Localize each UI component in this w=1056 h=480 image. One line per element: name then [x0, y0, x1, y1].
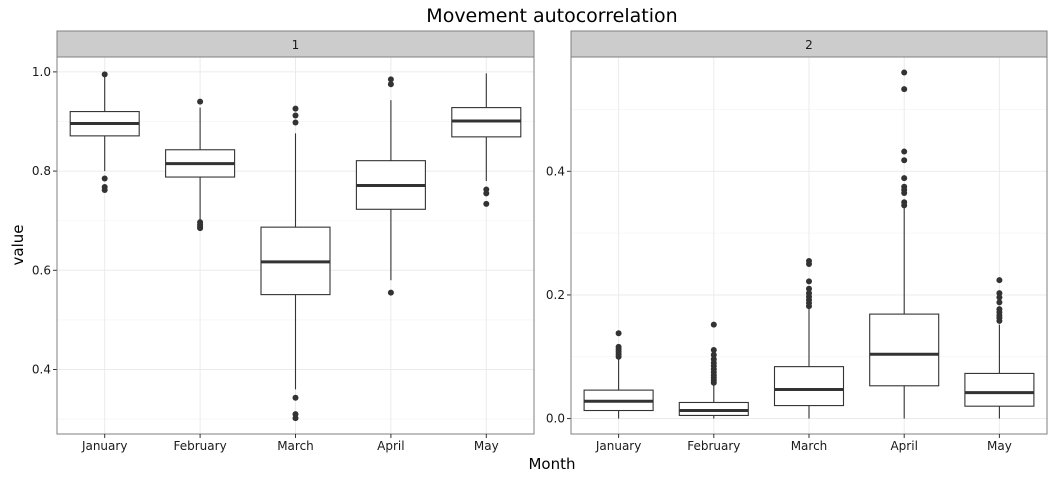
x-axis-title: Month: [528, 455, 575, 473]
x-tick-label: May: [987, 439, 1012, 453]
x-tick-label: March: [791, 439, 828, 453]
x-tick-label: February: [174, 439, 227, 453]
outlier-point: [710, 321, 717, 328]
y-tick-label: 0.8: [32, 164, 51, 178]
panel-1: 0.4 0.6 0.8 1.0 1 January February March April Ma…: [32, 30, 535, 453]
outlier-point: [901, 86, 908, 93]
outlier-point: [615, 330, 622, 337]
outlier-point: [901, 175, 908, 182]
x-tick-label: January: [81, 439, 128, 453]
outlier-point: [996, 277, 1003, 284]
outlier-point: [710, 351, 717, 358]
box-may: [964, 277, 1035, 419]
panel-2: 0.0 0.2 0.4 2 January February March April May: [546, 30, 1048, 453]
outlier-point: [292, 105, 299, 112]
box-iqr: [964, 372, 1035, 407]
box-march: [260, 105, 331, 422]
outlier-point: [615, 353, 622, 360]
facet-strip: [56, 30, 535, 58]
outlier-point: [806, 285, 812, 292]
outlier-point: [292, 415, 299, 422]
outlier-point: [996, 290, 1003, 297]
x-tick-label: March: [277, 439, 314, 453]
y-tick-label: 0.2: [546, 288, 565, 302]
outlier-point: [101, 186, 108, 193]
box-april: [869, 69, 940, 419]
outlier-point: [901, 69, 908, 76]
outlier-point: [996, 299, 1003, 306]
y-tick-label: 0.4: [32, 363, 51, 377]
outlier-point: [101, 71, 108, 78]
box-april: [355, 76, 426, 296]
outlier-point: [387, 289, 394, 296]
facet-strip: [570, 30, 1048, 58]
outlier-point: [806, 303, 812, 310]
outlier-point: [901, 157, 908, 164]
outlier-point: [101, 175, 108, 182]
y-tick-label: 0.0: [546, 412, 565, 426]
x-tick-label: February: [687, 439, 740, 453]
y-axis-title: value: [9, 225, 27, 266]
outlier-point: [806, 278, 812, 285]
x-tick-label: January: [595, 439, 642, 453]
outlier-point: [901, 202, 908, 209]
outlier-point: [806, 261, 812, 268]
x-tick-label: April: [377, 439, 404, 453]
outlier-point: [387, 76, 394, 83]
box-march: [773, 257, 845, 419]
y-tick-label: 0.4: [546, 164, 565, 178]
x-tick-label: April: [890, 439, 917, 453]
outlier-point: [901, 148, 908, 155]
outlier-point: [996, 294, 1003, 301]
outlier-point: [292, 112, 299, 119]
box-iqr: [869, 313, 940, 387]
outlier-point: [292, 119, 299, 126]
outlier-point: [710, 379, 717, 386]
facet-panels: 0.4 0.6 0.8 1.0 1 January February March April Ma…: [32, 30, 1048, 453]
x-tick-label: May: [474, 439, 499, 453]
outlier-point: [996, 317, 1003, 324]
box-february: [165, 98, 236, 232]
box-iqr: [678, 401, 749, 417]
box-january: [583, 330, 654, 419]
outlier-point: [387, 81, 394, 88]
outlier-point: [292, 394, 299, 401]
outlier-point: [710, 346, 717, 353]
y-tick-label: 0.6: [32, 263, 51, 277]
box-february: [678, 321, 749, 419]
box-may: [451, 73, 522, 207]
outlier-point: [483, 190, 490, 197]
outlier-point: [197, 225, 204, 232]
outlier-point: [197, 98, 204, 105]
outlier-point: [901, 189, 908, 196]
facet-strip-label: 2: [805, 38, 813, 52]
outlier-point: [483, 200, 490, 207]
y-tick-label: 1.0: [32, 65, 51, 79]
box-january: [69, 71, 140, 193]
chart-title: Movement autocorrelation: [426, 5, 677, 27]
facet-strip-label: 1: [292, 38, 300, 52]
box-iqr: [773, 366, 845, 407]
